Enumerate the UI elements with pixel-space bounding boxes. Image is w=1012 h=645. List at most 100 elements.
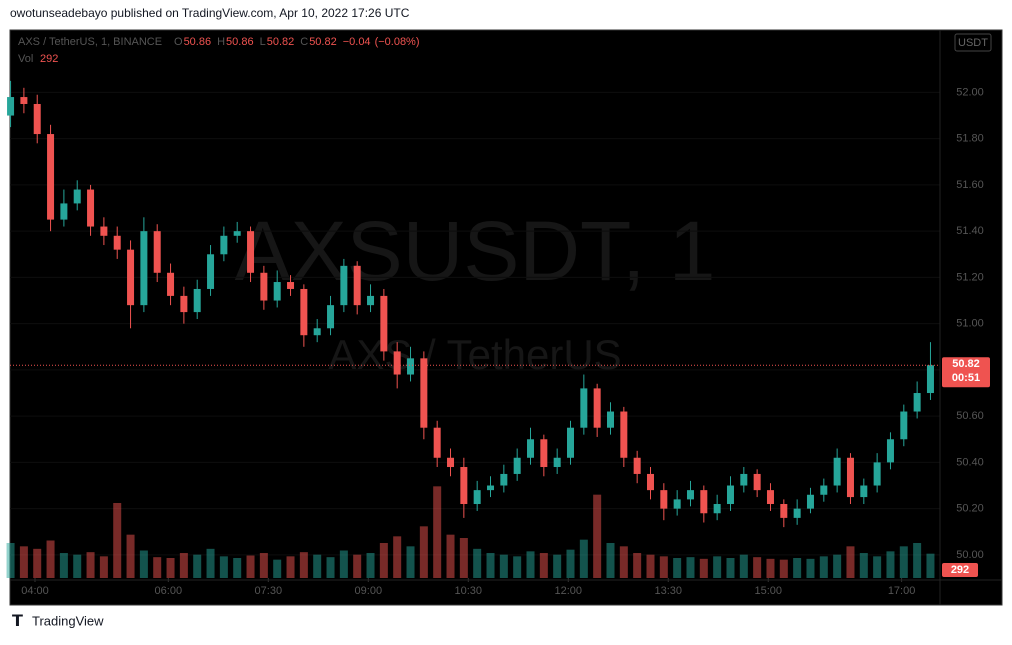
candle-body [153,231,161,273]
symbol-title: AXS / TetherUS, 1, BINANCE [18,36,162,48]
ohlc-value: 50.82 [309,36,337,48]
volume-bar [73,554,82,578]
y-tick-label: 52.00 [956,86,984,98]
volume-bar [633,553,642,578]
candle-body [846,457,854,498]
last-price-box [942,357,990,388]
candle-body [300,288,308,336]
volume-bar [86,552,95,578]
candle-body [113,235,121,250]
candle-body [340,265,348,306]
volume-bar [99,556,108,578]
candle-body [100,226,108,236]
candle-body [926,365,934,394]
volume-bar [513,556,522,578]
candle-body [33,103,41,135]
volume-bar [353,554,362,578]
candle-body [806,494,814,509]
ohlc-value: 50.86 [184,36,212,48]
candle-body [567,427,575,458]
volume-bar [766,558,775,578]
candle-body [593,388,601,428]
candle-body [447,457,455,468]
volume-bar [273,559,282,578]
volume-bar [499,554,508,578]
volume-bar [153,557,162,578]
ohlc-letter: L [260,36,266,48]
candle-body [60,203,68,220]
volume-bar [833,554,842,578]
candle-body [686,490,694,500]
volume-bar [913,543,922,578]
volume-bar [179,553,188,578]
volume-bar [299,552,308,578]
volume-bar [6,543,15,578]
y-tick-label: 51.00 [956,318,984,330]
candle-body [527,439,535,458]
volume-bar [313,554,322,578]
unit: USDT [958,37,988,49]
volume-bar [846,546,855,578]
volume-bar [59,553,68,578]
y-tick-label: 51.40 [956,225,984,237]
candle-body [353,265,361,306]
x-tick-label: 07:30 [255,585,283,597]
candle-body [673,499,681,509]
candle-body [460,467,468,505]
volume-bar [579,539,588,578]
candle-body [327,305,335,329]
volume-bar [739,554,748,578]
y-tick-label: 50.20 [956,503,984,515]
volume-bar [926,553,935,578]
candle-body [780,504,788,518]
candle-body [140,231,148,306]
volume-bar [126,534,135,578]
volume-box [942,563,978,577]
ohlc-letter: C [300,36,308,48]
candle-body [740,473,748,486]
candle-body [886,439,894,463]
ohlc-letter: H [217,36,225,48]
candle-body [660,490,668,509]
x-tick-label: 09:00 [355,585,383,597]
volume-axis-label: 292 [951,564,969,576]
candle-body [273,282,281,301]
x-tick-label: 10:30 [455,585,483,597]
ohlc-letter: O [174,36,183,48]
candle-body [87,189,95,227]
x-tick-label: 12:00 [555,585,583,597]
volume-bar [366,553,375,578]
volume-bar [339,550,348,578]
volume-bar [726,558,735,578]
candle-body [220,235,228,255]
volume-bar [593,494,602,578]
volume-bar [886,551,895,578]
candle-body [646,473,654,491]
candle-body [233,231,241,236]
volume-bar [193,554,202,578]
volume-bar [446,534,455,578]
volume-bar [673,558,682,578]
candle-body [393,351,401,375]
candle-body [407,358,415,375]
volume-bar [433,486,442,578]
volume-bar [233,558,242,578]
volume-bar [393,536,402,578]
volume-bar [606,543,615,578]
candle-body [513,457,521,474]
candle-body [313,328,321,336]
candle-body [873,462,881,486]
volume-bar [486,553,495,578]
y-tick-label: 51.60 [956,179,984,191]
volume-bar [753,557,762,578]
candle-body [20,97,28,104]
candle-body [487,485,495,491]
candle-body [540,439,548,468]
volume-bar [619,546,628,578]
y-tick-label: 50.00 [956,549,984,561]
ohlc-value: 50.86 [226,36,254,48]
unit-box [954,33,992,52]
candle-body [127,249,135,306]
